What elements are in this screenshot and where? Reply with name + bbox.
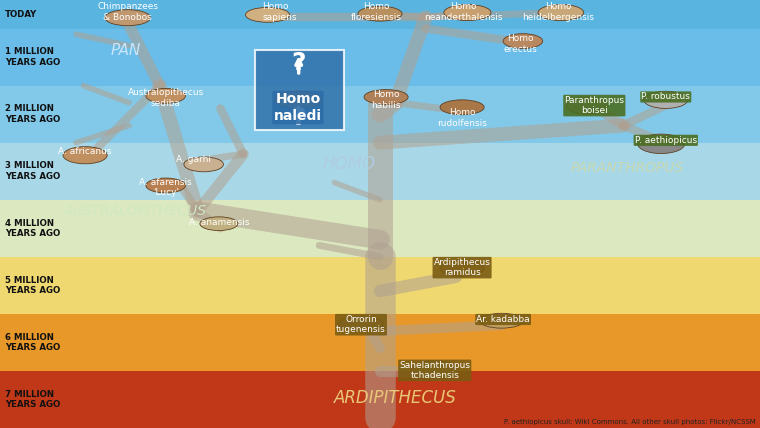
Text: Ar. kadabba: Ar. kadabba (477, 315, 530, 324)
Text: 7 MILLION
YEARS AGO: 7 MILLION YEARS AGO (5, 390, 61, 409)
Text: PARANTHROPUS: PARANTHROPUS (570, 161, 684, 175)
Text: A. garhi: A. garhi (176, 155, 211, 164)
Ellipse shape (274, 91, 321, 108)
Text: Homo
habilis: Homo habilis (372, 90, 401, 110)
Ellipse shape (566, 97, 607, 114)
Ellipse shape (538, 5, 584, 21)
Ellipse shape (146, 178, 185, 193)
Bar (0, 29, 760, 86)
Text: Homo
rudolfensis: Homo rudolfensis (437, 108, 487, 128)
Text: P. robustus: P. robustus (641, 92, 690, 101)
Text: 1 MILLION
YEARS AGO: 1 MILLION YEARS AGO (5, 48, 61, 67)
Text: Homo
heidelbergensis: Homo heidelbergensis (523, 2, 594, 22)
Text: Homo
sapiens: Homo sapiens (262, 2, 296, 22)
Text: 4 MILLION
YEARS AGO: 4 MILLION YEARS AGO (5, 219, 61, 238)
Text: Orrorin
tugenensis: Orrorin tugenensis (336, 315, 386, 334)
Text: 5 MILLION
YEARS AGO: 5 MILLION YEARS AGO (5, 276, 61, 295)
Text: TODAY: TODAY (5, 10, 37, 19)
Ellipse shape (411, 361, 458, 379)
Ellipse shape (444, 5, 491, 21)
Ellipse shape (63, 147, 107, 164)
Text: HOMO: HOMO (323, 155, 376, 173)
Text: A. africanus: A. africanus (59, 147, 112, 156)
Ellipse shape (200, 217, 238, 231)
Text: A. afarensis
'Lucy': A. afarensis 'Lucy' (139, 178, 192, 197)
Text: Sahelanthropus
tchadensis: Sahelanthropus tchadensis (399, 361, 470, 380)
Text: 2 MILLION
YEARS AGO: 2 MILLION YEARS AGO (5, 104, 61, 124)
Ellipse shape (184, 157, 223, 172)
Ellipse shape (245, 7, 290, 22)
Bar (0, 257, 760, 314)
Text: P. aethiopicus: P. aethiopicus (635, 136, 697, 145)
Text: ARDIPITHECUS: ARDIPITHECUS (334, 389, 457, 407)
Text: Australopithecus
sediba: Australopithecus sediba (128, 89, 204, 108)
Bar (0, 371, 760, 428)
Bar (0, 86, 760, 143)
Ellipse shape (146, 89, 185, 103)
Text: 6 MILLION
YEARS AGO: 6 MILLION YEARS AGO (5, 333, 61, 352)
Text: AUSTRALOPITHECUS: AUSTRALOPITHECUS (64, 204, 207, 218)
Ellipse shape (364, 89, 408, 104)
Text: Paranthropus
boisei: Paranthropus boisei (565, 96, 624, 115)
Bar (255, 50, 344, 130)
Ellipse shape (440, 260, 484, 276)
Text: Ardipithecus
ramidus: Ardipithecus ramidus (434, 258, 490, 277)
Bar (0, 0, 760, 29)
Text: Homo
erectus: Homo erectus (504, 34, 537, 54)
Text: Homo
neanderthalensis: Homo neanderthalensis (424, 2, 503, 22)
Ellipse shape (358, 6, 402, 21)
Ellipse shape (638, 134, 685, 154)
Text: ?: ? (291, 106, 306, 130)
Text: P. aethiopicus skull: Wiki Commons. All other skull photos: Flickr/NCSSM: P. aethiopicus skull: Wiki Commons. All … (505, 419, 756, 425)
Bar (0, 143, 760, 200)
Ellipse shape (644, 91, 688, 108)
Ellipse shape (503, 34, 543, 48)
Text: Homo
naledi: Homo naledi (274, 92, 322, 123)
Text: A. anamensis: A. anamensis (188, 218, 249, 227)
Ellipse shape (339, 317, 383, 332)
Text: PAN: PAN (110, 43, 141, 58)
Text: 3 MILLION
YEARS AGO: 3 MILLION YEARS AGO (5, 161, 61, 181)
Ellipse shape (105, 10, 150, 26)
Text: ?: ? (291, 51, 306, 75)
Bar (0, 314, 760, 371)
Ellipse shape (440, 100, 484, 115)
Text: Homo
floresiensis: Homo floresiensis (350, 2, 402, 22)
Text: Chimpanzees
& Bonobos: Chimpanzees & Bonobos (97, 2, 158, 22)
Bar (0, 200, 760, 257)
Ellipse shape (480, 313, 524, 328)
